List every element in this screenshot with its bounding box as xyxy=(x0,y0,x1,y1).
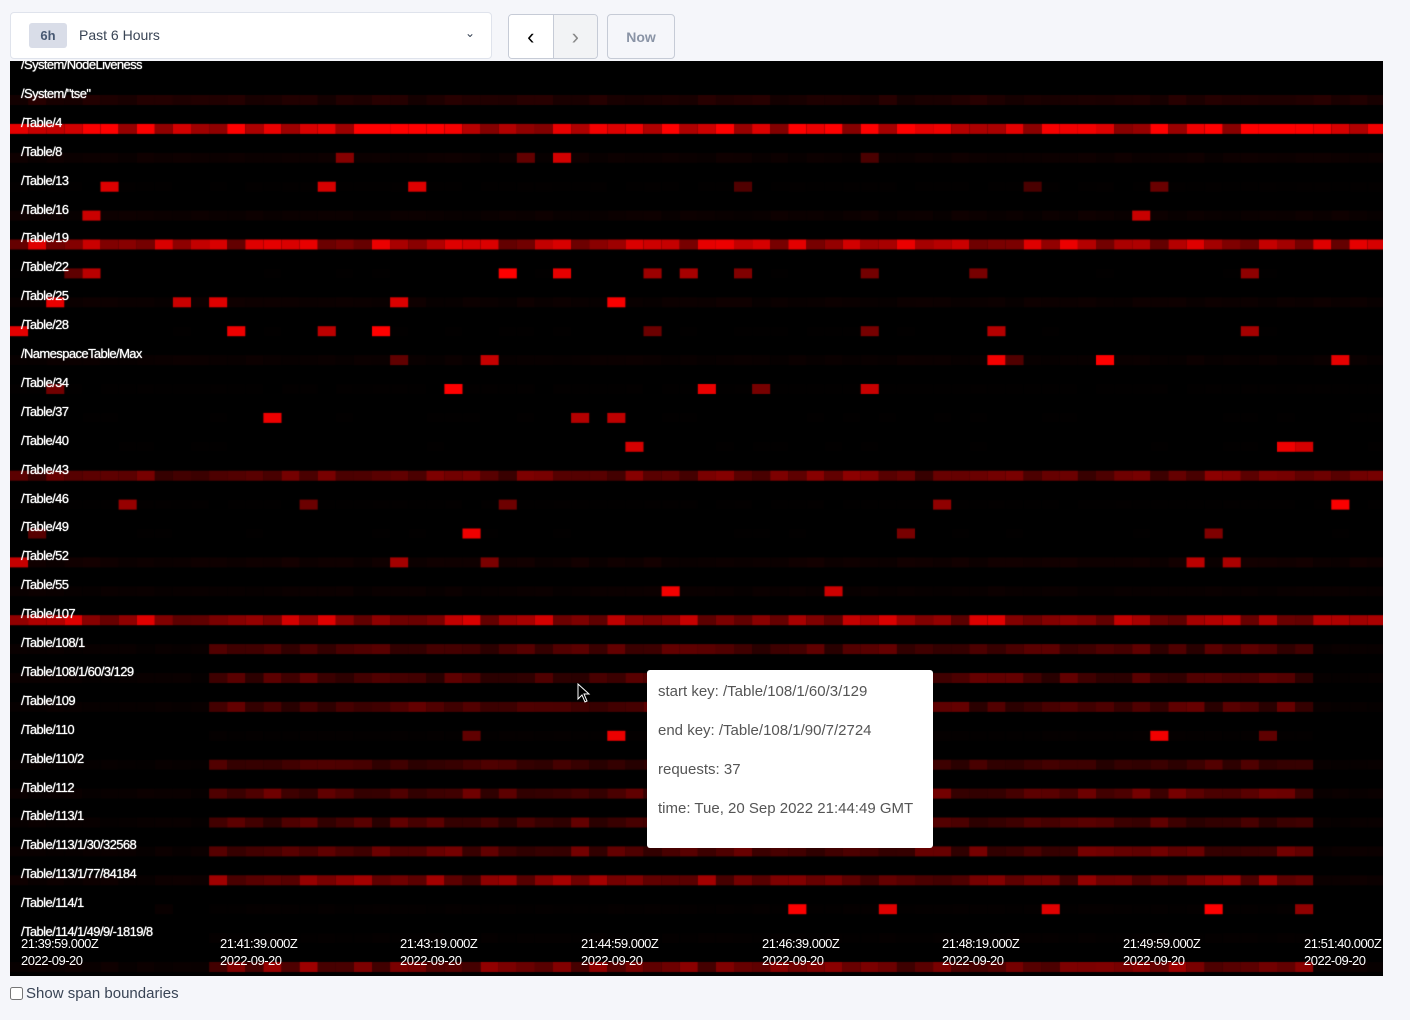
show-span-boundaries[interactable]: Show span boundaries xyxy=(10,985,179,1002)
row-label: /Table/55 xyxy=(21,577,69,593)
time-axis-tick: 21:46:39.000Z 2022-09-20 xyxy=(762,935,840,969)
tick-time: 21:46:39.000Z xyxy=(762,936,840,951)
row-label: /System/NodeLiveness xyxy=(21,61,143,72)
time-axis-tick: 21:39:59.000Z 2022-09-20 xyxy=(21,935,99,969)
chevron-down-icon: ⌄ xyxy=(464,26,475,40)
tick-time: 21:39:59.000Z xyxy=(21,936,99,951)
row-label: /Table/28 xyxy=(21,317,69,333)
time-axis-tick: 21:48:19.000Z 2022-09-20 xyxy=(942,935,1020,969)
time-axis-tick: 21:49:59.000Z 2022-09-20 xyxy=(1123,935,1201,969)
row-label: /Table/52 xyxy=(21,548,69,564)
row-label: /Table/19 xyxy=(21,230,69,246)
row-label: /NamespaceTable/Max xyxy=(21,346,142,361)
row-label: /Table/43 xyxy=(21,461,69,477)
time-nav-group: ‹ › xyxy=(508,14,598,59)
row-label: /Table/107 xyxy=(21,606,76,622)
row-label: /Table/110/2 xyxy=(21,750,84,766)
row-label: /Table/113/1/77/84184 xyxy=(21,866,137,882)
tick-date: 2022-09-20 xyxy=(1304,953,1366,968)
row-label: /Table/109 xyxy=(21,692,76,708)
tooltip-time: time: Tue, 20 Sep 2022 21:44:49 GMT xyxy=(658,800,914,817)
row-label: /Table/46 xyxy=(21,490,69,506)
time-range-selector[interactable]: 6h Past 6 Hours ⌄ xyxy=(10,12,492,59)
row-label: /Table/49 xyxy=(21,519,69,535)
row-label: /Table/16 xyxy=(21,201,69,217)
row-label: /System/"tse" xyxy=(21,85,91,101)
tick-date: 2022-09-20 xyxy=(942,953,1004,968)
row-label: /Table/25 xyxy=(21,288,69,304)
tick-time: 21:51:40.000Z xyxy=(1304,936,1382,951)
tick-date: 2022-09-20 xyxy=(1123,953,1185,968)
row-label: /Table/8 xyxy=(21,143,62,159)
chevron-left-icon: ‹ xyxy=(527,23,535,49)
row-label: /Table/34 xyxy=(21,374,69,390)
time-range-label: Past 6 Hours xyxy=(79,27,160,43)
time-axis-tick: 21:44:59.000Z 2022-09-20 xyxy=(581,935,659,969)
now-button[interactable]: Now xyxy=(607,14,675,59)
tick-date: 2022-09-20 xyxy=(21,953,83,968)
row-label: /Table/112 xyxy=(21,779,75,795)
tooltip-end-key: end key: /Table/108/1/90/7/2724 xyxy=(658,722,872,739)
row-label: /Table/37 xyxy=(21,403,69,419)
row-label: /Table/113/1 xyxy=(21,808,84,824)
row-label: /Table/114/1/49/9/-1819/8 xyxy=(21,924,153,939)
tooltip-start-key: start key: /Table/108/1/60/3/129 xyxy=(658,683,868,700)
tick-time: 21:48:19.000Z xyxy=(942,936,1020,951)
row-label: /Table/113/1/30/32568 xyxy=(21,837,137,853)
row-label: /Table/108/1 xyxy=(21,635,85,650)
row-label: /Table/110 xyxy=(21,721,75,737)
mouse-cursor-icon xyxy=(577,683,591,703)
tick-date: 2022-09-20 xyxy=(220,953,282,968)
time-range-badge: 6h xyxy=(29,23,67,48)
tick-time: 21:41:39.000Z xyxy=(220,936,298,951)
tick-date: 2022-09-20 xyxy=(762,953,824,968)
tick-date: 2022-09-20 xyxy=(581,953,643,968)
row-label: /Table/4 xyxy=(21,114,62,130)
tick-time: 21:49:59.000Z xyxy=(1123,936,1201,951)
previous-button[interactable]: ‹ xyxy=(509,15,554,58)
tick-time: 21:44:59.000Z xyxy=(581,936,659,951)
next-button[interactable]: › xyxy=(553,15,597,58)
show-span-boundaries-label: Show span boundaries xyxy=(26,985,179,1002)
time-axis-tick: 21:51:40.000Z 2022-09-20 xyxy=(1304,935,1382,969)
time-axis-tick: 21:43:19.000Z 2022-09-20 xyxy=(400,935,478,969)
tick-time: 21:43:19.000Z xyxy=(400,936,478,951)
show-span-boundaries-checkbox[interactable] xyxy=(10,987,23,1000)
row-label: /Table/114/1 xyxy=(21,895,84,911)
key-visualizer-heatmap[interactable]: /System/NodeLiveness/System/"tse" /Table/… xyxy=(10,61,1383,976)
tooltip-requests: requests: 37 xyxy=(658,761,741,778)
row-label: /Table/22 xyxy=(21,259,69,275)
chevron-right-icon: › xyxy=(571,23,579,49)
tick-date: 2022-09-20 xyxy=(400,953,462,968)
row-label: /Table/40 xyxy=(21,432,69,448)
time-axis-tick: 21:41:39.000Z 2022-09-20 xyxy=(220,935,298,969)
row-label: /Table/108/1/60/3/129 xyxy=(21,663,134,679)
sample-tooltip: start key: /Table/108/1/60/3/129 end key… xyxy=(647,670,933,848)
row-label: /Table/13 xyxy=(21,172,69,188)
